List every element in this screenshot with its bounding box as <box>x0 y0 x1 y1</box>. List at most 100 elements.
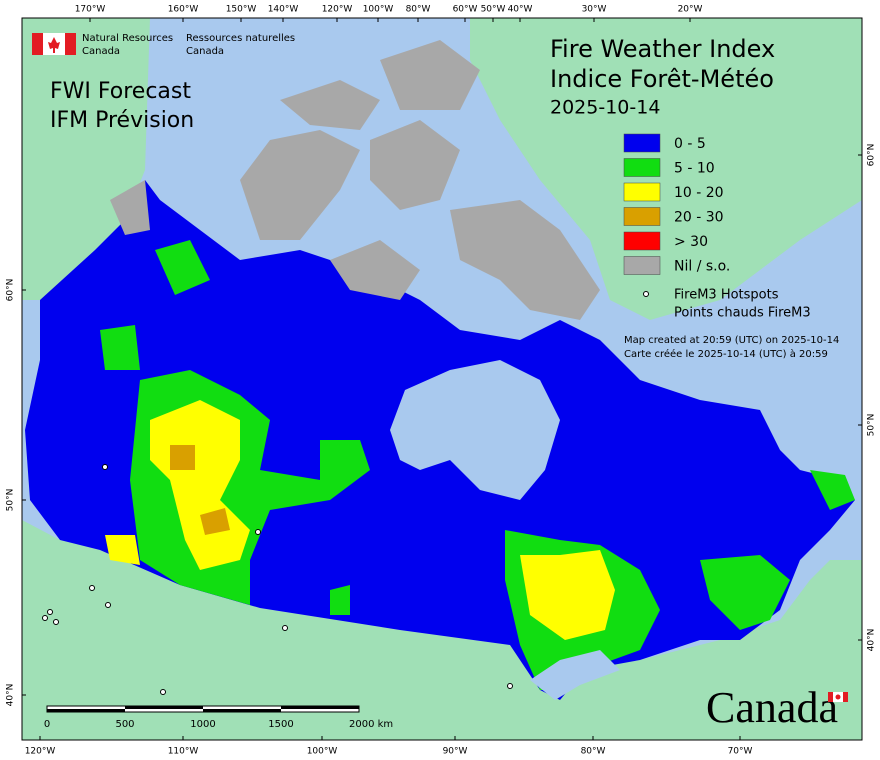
note: Carte créée le 2025-10-14 (UTC) à 20:59 <box>624 348 828 360</box>
legend-label: > 30 <box>674 234 708 250</box>
hotspots <box>42 464 513 695</box>
southampton-island <box>400 330 470 365</box>
legend: 0 - 5 5 - 10 10 - 20 20 - 30 > 30 Nil / s.o. <box>623 133 730 275</box>
top-tick-label: 120°W <box>322 5 353 15</box>
top-tick-label: 30°W <box>582 5 607 15</box>
greenland <box>470 18 862 320</box>
arctic-island <box>280 80 380 130</box>
title-en: Fire Weather Index <box>550 35 775 63</box>
hotspot <box>47 609 53 615</box>
hotspot <box>282 625 288 631</box>
top-tick-label: 170°W <box>75 5 106 15</box>
legend-label: 0 - 5 <box>674 136 706 152</box>
hotspot <box>160 689 166 695</box>
top-tick-label: 20°W <box>678 5 703 15</box>
agency-fr: Ressources naturelles <box>186 33 295 44</box>
legend-swatch <box>623 256 661 275</box>
legend-swatch <box>623 158 661 177</box>
top-tick-label: 40°W <box>508 5 533 15</box>
top-tick-label: 80°W <box>406 5 431 15</box>
great-lakes <box>530 650 620 700</box>
legend-label: Nil / s.o. <box>674 259 730 275</box>
legend-label: 5 - 10 <box>674 161 715 177</box>
top-tick-label: 100°W <box>363 5 394 15</box>
scale-segment <box>203 709 281 712</box>
right-tick-label: 40°N <box>867 629 877 652</box>
bottom-tick-label: 120°W <box>25 747 56 757</box>
hotspot <box>105 602 111 608</box>
legend-swatch <box>623 231 661 251</box>
left-tick-label: 40°N <box>6 684 16 707</box>
note: Map created at 20:59 (UTC) on 2025-10-14 <box>624 335 839 346</box>
right-tick-label: 60°N <box>867 144 877 167</box>
left-tick-label: 60°N <box>6 279 16 302</box>
arctic-island <box>240 130 360 240</box>
bottom-tick-label: 90°W <box>443 747 468 757</box>
map-frame <box>21 17 863 741</box>
scale-labels: 0 500 1000 1500 2000 km <box>44 719 393 730</box>
hotspot <box>53 619 59 625</box>
scale-segment <box>47 709 125 712</box>
alaska <box>22 18 150 300</box>
scale-segment <box>125 706 203 709</box>
hotspot <box>89 585 95 591</box>
fwi-5-10-maritimes <box>700 555 790 630</box>
top-tick-label: 140°W <box>268 5 299 15</box>
flag-bar <box>32 33 43 55</box>
product-fr: IFM Prévision <box>50 108 194 133</box>
agency-fr: Canada <box>186 46 224 57</box>
hotspot-legend-symbol <box>643 291 649 297</box>
hotspot <box>507 683 513 689</box>
wordmark-flag <box>828 692 848 702</box>
agency-en: Canada <box>82 46 120 57</box>
hotspot-legend-fr: Points chauds FireM3 <box>674 306 811 321</box>
bottom-tick-label: 70°W <box>728 747 753 757</box>
maple-leaf <box>835 694 841 700</box>
top-tick-label: 150°W <box>226 5 257 15</box>
scale-label: 500 <box>115 719 134 730</box>
hotspot-legend-en: FireM3 Hotspots <box>674 288 779 303</box>
nil-area <box>110 180 150 235</box>
legend-swatch <box>623 133 661 153</box>
fwi-20-30 <box>200 508 230 535</box>
bottom-tick-label: 100°W <box>307 747 338 757</box>
fwi-5-10-bc <box>100 325 140 370</box>
fwi-5-10-nfld <box>810 470 855 510</box>
top-tick-label: 50°W <box>481 5 506 15</box>
flag-bar <box>828 692 833 702</box>
hotspot <box>42 615 48 621</box>
bottom-tick-label: 80°W <box>581 747 606 757</box>
arctic-island <box>370 120 460 210</box>
fwi-20-30 <box>170 445 195 470</box>
hotspot <box>255 529 261 535</box>
hotspot <box>102 464 108 470</box>
scale-label: 2000 km <box>349 719 393 730</box>
map-date: 2025-10-14 <box>550 97 660 119</box>
fwi-10-20-east <box>520 550 615 640</box>
scale-bar <box>46 705 360 713</box>
top-tick-label: 60°W <box>453 5 478 15</box>
right-tick-label: 50°N <box>867 414 877 437</box>
legend-swatch <box>623 207 661 226</box>
product-en: FWI Forecast <box>50 79 191 104</box>
gov-signature: Natural Resources Canada Ressources natu… <box>32 33 295 57</box>
canada-wordmark: Canada <box>706 683 838 732</box>
legend-label: 10 - 20 <box>674 185 724 201</box>
scale-label: 0 <box>44 719 50 730</box>
left-tick-label: 50°N <box>6 489 16 512</box>
arctic-island <box>330 240 420 300</box>
agency-en: Natural Resources <box>82 33 173 44</box>
fwi-10-20-bc <box>105 535 140 565</box>
scale-label: 1500 <box>268 719 293 730</box>
usa <box>22 520 862 740</box>
bottom-tick-label: 110°W <box>168 747 199 757</box>
graticule-labels: 170°W 160°W 150°W 140°W 120°W 100°W 80°W 60°W 50… <box>6 5 877 757</box>
scale-segment <box>281 706 359 709</box>
ellesmere-island <box>380 40 480 110</box>
flag-bar <box>843 692 848 702</box>
hudson-bay <box>390 360 560 500</box>
maple-leaf <box>48 37 60 53</box>
fwi-5-10-north <box>155 240 210 295</box>
title-fr: Indice Forêt-Météo <box>550 65 774 93</box>
